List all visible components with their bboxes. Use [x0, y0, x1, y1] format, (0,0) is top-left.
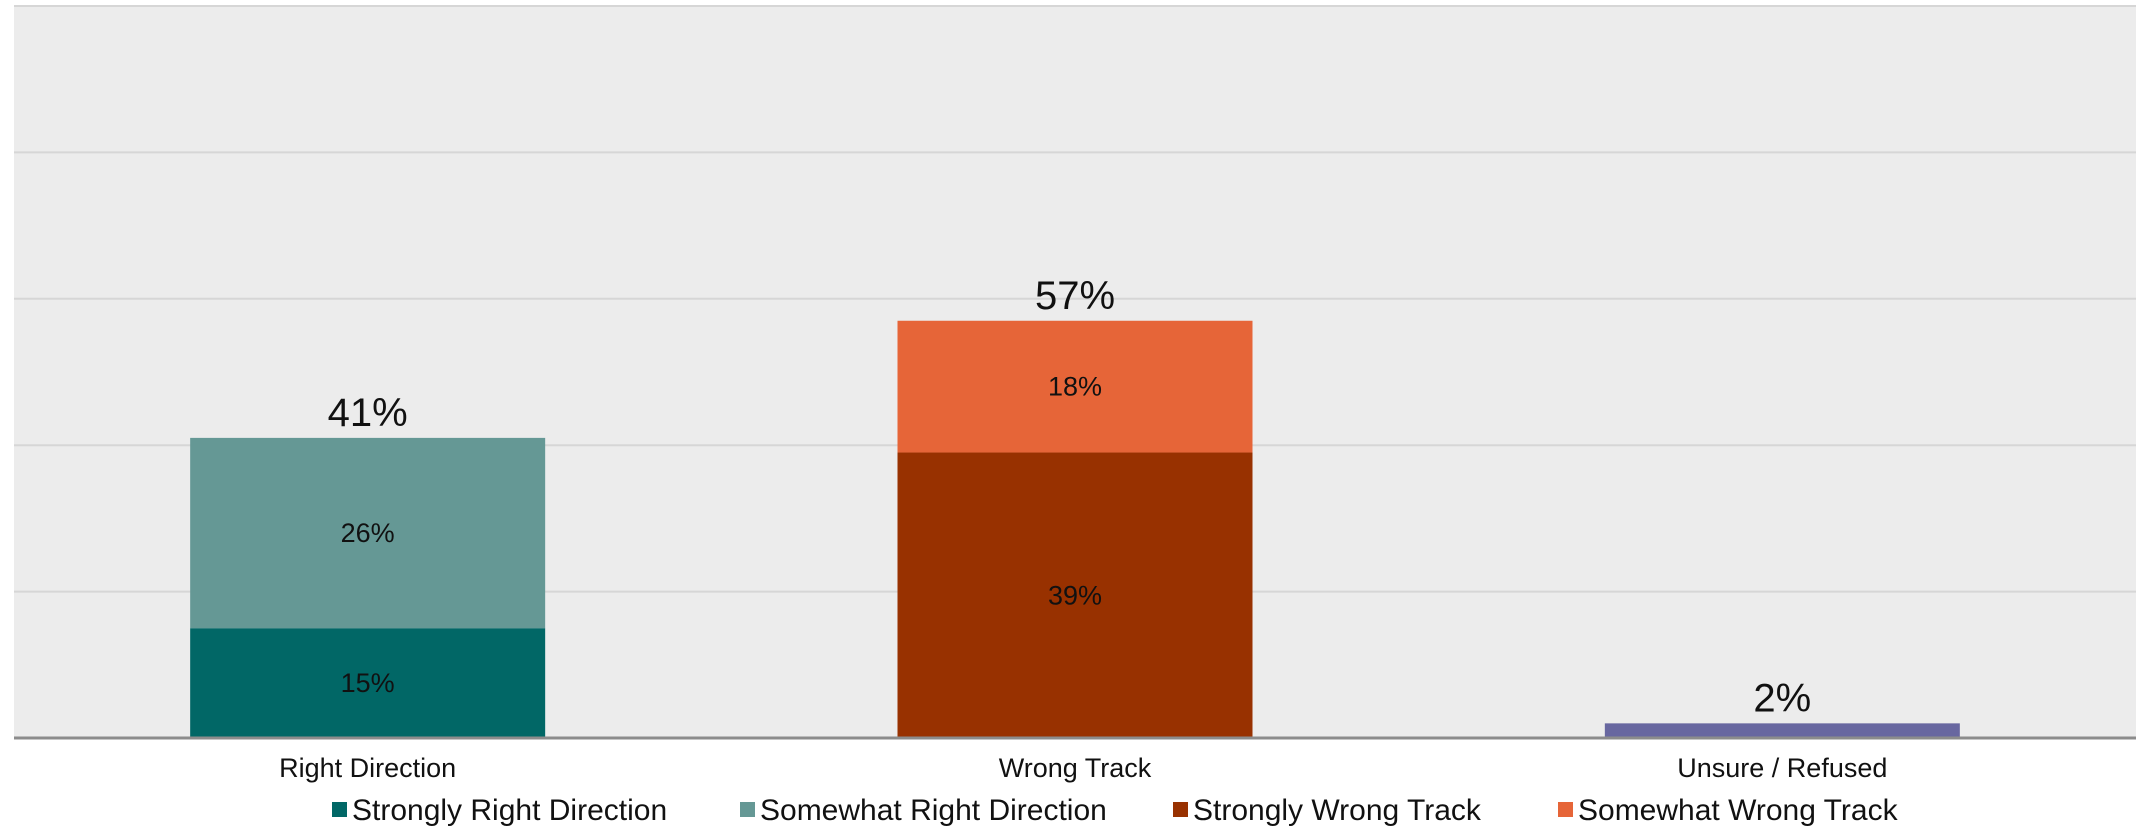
bar-segment — [897, 452, 1253, 738]
legend-label: Somewhat Wrong Track — [1578, 794, 1899, 827]
legend: Strongly Right Direction Somewhat Right D… — [332, 794, 1899, 827]
legend-swatch — [1173, 802, 1188, 817]
segment-value-label: 15% — [341, 668, 395, 698]
legend-swatch — [1558, 802, 1573, 817]
segment-value-label: 26% — [341, 518, 395, 548]
legend-label: Strongly Right Direction — [352, 794, 667, 827]
total-value-label: 2% — [1753, 676, 1811, 720]
bar-segment — [897, 320, 1253, 453]
bar-segment — [190, 437, 546, 629]
category-label: Wrong Track — [999, 753, 1152, 783]
category-labels: Right Direction Wrong Track Unsure / Refus… — [279, 753, 1887, 783]
legend-label: Somewhat Right Direction — [760, 794, 1107, 827]
segment-value-label: 39% — [1048, 580, 1102, 610]
legend-swatch — [332, 802, 347, 817]
category-label: Right Direction — [279, 753, 456, 783]
category-label: Unsure / Refused — [1677, 753, 1887, 783]
legend-label: Strongly Wrong Track — [1193, 794, 1482, 827]
bars: 15% 26% 41% 39% 18% 57% 2% — [190, 274, 1960, 738]
bar-segment — [1604, 723, 1960, 738]
bar-segment — [190, 628, 546, 738]
legend-swatch — [740, 802, 755, 817]
total-value-label: 41% — [328, 391, 408, 435]
total-value-label: 57% — [1035, 274, 1115, 318]
segment-value-label: 18% — [1048, 372, 1102, 402]
